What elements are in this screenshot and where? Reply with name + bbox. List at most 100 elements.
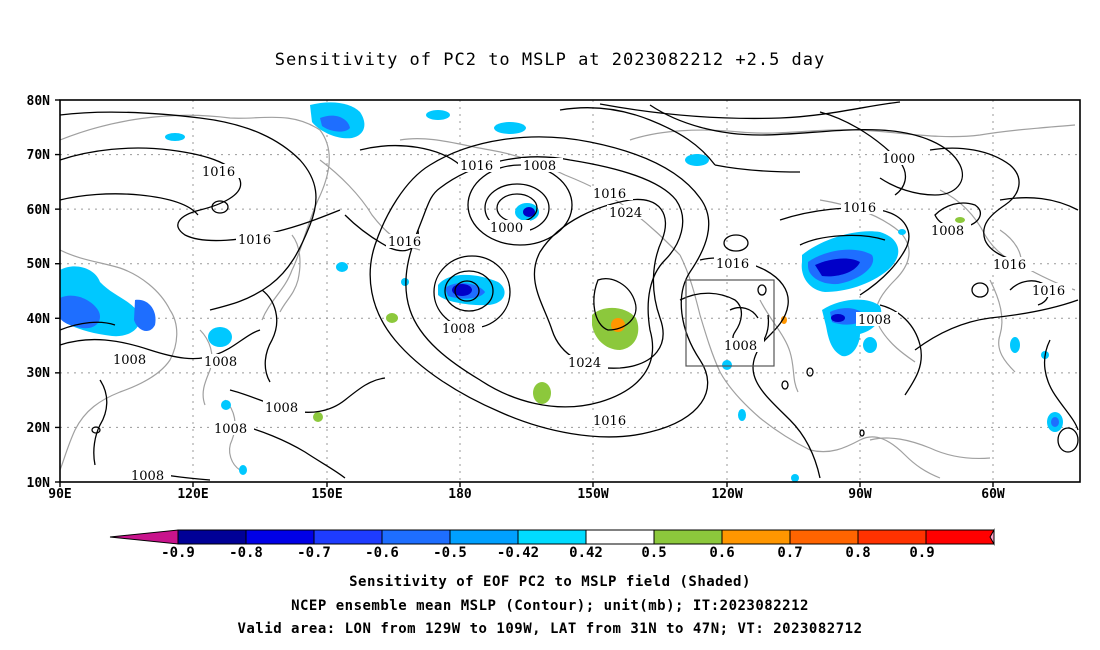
lat-label: 80N bbox=[27, 94, 51, 109]
contour-label-bg bbox=[440, 321, 482, 335]
shade-region bbox=[320, 115, 350, 132]
contour-label: 1016 bbox=[716, 257, 749, 272]
contour-label-bg bbox=[880, 151, 922, 165]
shade-region bbox=[1051, 417, 1059, 427]
colorbar-segment bbox=[585, 529, 655, 545]
lat-label: 70N bbox=[27, 148, 51, 163]
colorbar-tick-label: 0.5 bbox=[641, 545, 666, 561]
shade-region bbox=[60, 295, 101, 329]
lat-label: 30N bbox=[27, 366, 51, 381]
contour-label: 1008 bbox=[442, 322, 475, 337]
shade-region bbox=[426, 110, 450, 120]
contour-label-bg bbox=[236, 232, 278, 246]
contour-label-bg bbox=[200, 164, 242, 178]
shade-region bbox=[831, 314, 845, 322]
shade-region bbox=[239, 465, 247, 475]
contour-label: 1016 bbox=[993, 258, 1026, 273]
contour-label: 1016 bbox=[238, 233, 271, 248]
colorbar-tick-label: -0.42 bbox=[497, 545, 539, 561]
contour-label-bg bbox=[1030, 283, 1072, 297]
contour-label: 1008 bbox=[724, 339, 757, 354]
contour-label-bg bbox=[841, 200, 883, 214]
shade-region bbox=[494, 122, 526, 134]
shade-region bbox=[523, 207, 535, 217]
contour-label: 1024 bbox=[609, 206, 642, 221]
shade-region bbox=[533, 382, 551, 404]
colorbar-segment bbox=[245, 529, 315, 545]
contour-label-bg bbox=[991, 257, 1033, 271]
colorbar-segment bbox=[517, 529, 587, 545]
colorbar-segment bbox=[925, 529, 995, 545]
colorbar-ticks: -0.9 -0.8 -0.7 -0.6 -0.5 -0.42 0.42 0.5 … bbox=[161, 545, 935, 561]
contour-label-bg bbox=[386, 234, 428, 248]
contour-label: 1008 bbox=[131, 469, 164, 484]
shade-region bbox=[208, 327, 232, 347]
contour-label-bg bbox=[929, 223, 971, 237]
shade-region bbox=[781, 316, 787, 324]
contour-label-bg bbox=[591, 186, 633, 200]
colorbar-tick-label: 0.6 bbox=[709, 545, 734, 561]
lat-axis: 80N 70N 60N 50N 40N 30N 20N 10N bbox=[27, 94, 51, 491]
contour-label: 1008 bbox=[858, 313, 891, 328]
colorbar-segment bbox=[653, 529, 723, 545]
caption-contour: NCEP ensemble mean MSLP (Contour); unit(… bbox=[291, 598, 809, 614]
colorbar-tick-label: -0.5 bbox=[433, 545, 467, 561]
contour-label-bg bbox=[607, 205, 649, 219]
contour-label-bg bbox=[722, 338, 764, 352]
contour-label: 1016 bbox=[593, 414, 626, 429]
caption-shaded: Sensitivity of EOF PC2 to MSLP field (Sh… bbox=[349, 574, 751, 590]
contour-labels: 1016 1016 1016 1008 1016 1016 1024 1000 … bbox=[111, 151, 1072, 484]
colorbar-segment bbox=[381, 529, 451, 545]
colorbar-tick-label: -0.7 bbox=[297, 545, 331, 561]
map-title: Sensitivity of PC2 to MSLP at 2023082212… bbox=[274, 50, 826, 70]
shade-region bbox=[134, 299, 156, 332]
shade-region bbox=[955, 217, 965, 223]
colorbar-tick-label: -0.6 bbox=[365, 545, 399, 561]
colorbar-segment bbox=[721, 529, 791, 545]
contour-label-bg bbox=[458, 158, 500, 172]
lon-label: 120E bbox=[177, 487, 208, 502]
shade-region bbox=[1010, 337, 1020, 353]
colorbar-end-low bbox=[109, 529, 179, 545]
shade-region bbox=[452, 284, 472, 296]
lon-label: 90W bbox=[848, 487, 872, 502]
shade-region bbox=[386, 313, 398, 323]
shade-region bbox=[611, 318, 625, 332]
colorbar-segment bbox=[789, 529, 859, 545]
lon-label: 150E bbox=[311, 487, 342, 502]
contour-label: 1016 bbox=[460, 159, 493, 174]
contour-label-bg bbox=[856, 312, 898, 326]
colorbar-segment bbox=[857, 529, 927, 545]
lon-label: 60W bbox=[981, 487, 1005, 502]
shade-region bbox=[791, 474, 799, 482]
contour-label: 1008 bbox=[931, 224, 964, 239]
lon-axis: 90E 120E 150E 180 150W 120W 90W 60W bbox=[48, 487, 1005, 502]
colorbar-tick-label: 0.9 bbox=[909, 545, 934, 561]
colorbar-tick-label: 0.42 bbox=[569, 545, 603, 561]
contour-label: 1000 bbox=[490, 221, 523, 236]
colorbar-tick-label: -0.8 bbox=[229, 545, 263, 561]
contour-label: 1000 bbox=[882, 152, 915, 167]
contour-label-bg bbox=[566, 355, 608, 369]
contour-label: 1008 bbox=[265, 401, 298, 416]
shade-region bbox=[863, 337, 877, 353]
contour-label: 1016 bbox=[202, 165, 235, 180]
colorbar-tick-label: 0.7 bbox=[777, 545, 802, 561]
contour-label-bg bbox=[521, 158, 563, 172]
colorbar-tick-label: -0.9 bbox=[161, 545, 195, 561]
colorbar-end-high bbox=[989, 528, 995, 546]
shade-region bbox=[313, 412, 323, 422]
axis-ticks bbox=[55, 99, 994, 487]
shade-region bbox=[336, 262, 348, 272]
contour-label-bg bbox=[263, 400, 305, 414]
shade-region bbox=[898, 229, 906, 235]
shade-region bbox=[685, 154, 709, 166]
contour-label-bg bbox=[488, 220, 530, 234]
contour-label-bg bbox=[212, 421, 254, 435]
lon-label: 120W bbox=[711, 487, 742, 502]
shade-region bbox=[738, 409, 746, 421]
colorbar bbox=[109, 528, 995, 546]
shade-region bbox=[401, 278, 409, 286]
contour-label: 1016 bbox=[843, 201, 876, 216]
